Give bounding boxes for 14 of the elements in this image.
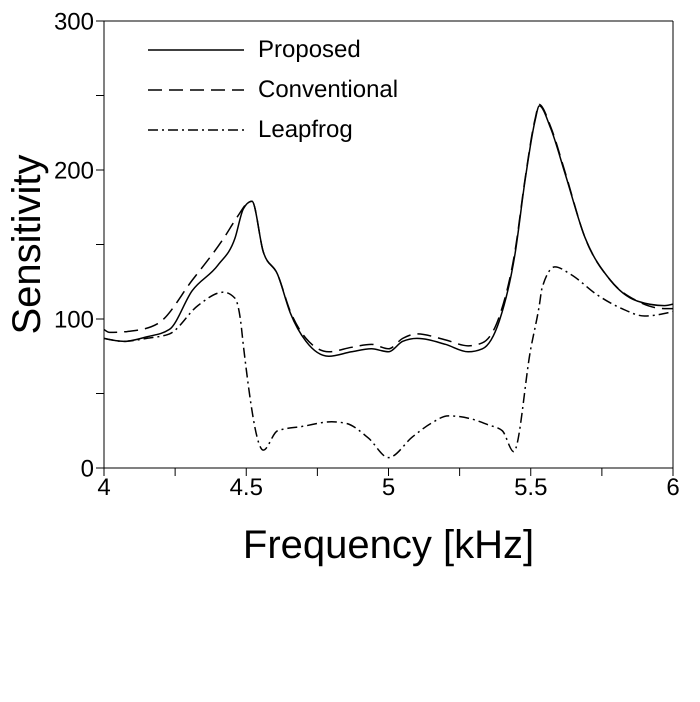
y-axis-title: Sensitivity: [5, 154, 50, 335]
legend-label: Conventional: [258, 76, 398, 104]
y-tick-label: 0: [80, 456, 94, 483]
x-tick-label: 5: [382, 474, 396, 502]
legend-label: Proposed: [258, 36, 361, 64]
x-tick-label: 4.5: [230, 474, 263, 502]
y-tick-label: 100: [54, 306, 94, 334]
x-tick-label: 5.5: [514, 474, 548, 502]
x-axis-title: Frequency [kHz]: [242, 523, 534, 567]
legend-label: Leapfrog: [258, 116, 353, 144]
y-tick-label: 300: [54, 8, 94, 36]
x-tick-label: 4: [97, 474, 111, 502]
y-tick-label: 200: [54, 158, 94, 185]
x-tick-label: 6: [666, 474, 680, 502]
